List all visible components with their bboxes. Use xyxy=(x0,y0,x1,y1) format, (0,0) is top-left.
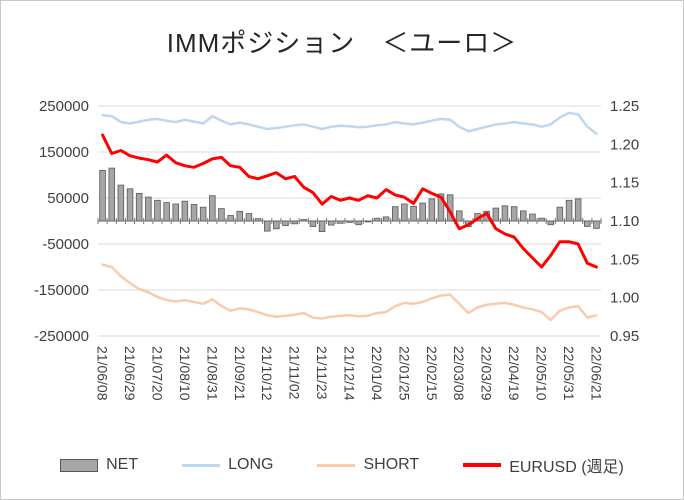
svg-text:21/10/12: 21/10/12 xyxy=(259,346,275,401)
net-bar-swatch xyxy=(60,458,99,472)
svg-text:22/01/04: 22/01/04 xyxy=(369,346,385,401)
series-net-bars xyxy=(99,167,600,233)
svg-text:21/06/08: 21/06/08 xyxy=(95,346,111,401)
svg-text:1.00: 1.00 xyxy=(610,290,639,307)
svg-text:21/06/29: 21/06/29 xyxy=(122,346,138,401)
svg-text:21/11/23: 21/11/23 xyxy=(314,346,330,400)
legend-item-long: LONG xyxy=(182,456,273,474)
svg-text:1.15: 1.15 xyxy=(610,175,639,192)
svg-text:22/01/25: 22/01/25 xyxy=(396,346,412,401)
legend-label-long: LONG xyxy=(228,456,274,473)
svg-text:250000: 250000 xyxy=(39,98,89,115)
svg-text:-50000: -50000 xyxy=(42,236,89,253)
svg-text:22/02/15: 22/02/15 xyxy=(424,346,440,401)
svg-text:1.10: 1.10 xyxy=(610,213,639,230)
svg-text:21/09/21: 21/09/21 xyxy=(232,346,248,401)
svg-text:22/05/10: 22/05/10 xyxy=(534,346,550,401)
series-eurusd-line xyxy=(101,133,598,269)
svg-text:21/08/31: 21/08/31 xyxy=(204,346,220,401)
series-long-line xyxy=(101,111,598,135)
svg-text:22/04/19: 22/04/19 xyxy=(506,346,522,401)
svg-text:1.25: 1.25 xyxy=(610,98,639,115)
svg-text:50000: 50000 xyxy=(47,190,89,207)
legend-label-net: NET xyxy=(106,456,139,473)
legend-label-eurusd: EURUSD (週足) xyxy=(509,459,624,476)
svg-text:21/08/10: 21/08/10 xyxy=(177,346,193,401)
long-line-swatch xyxy=(182,463,221,467)
svg-text:22/06/21: 22/06/21 xyxy=(588,346,604,401)
left-axis-labels: 250000 150000 50000 -50000 -150000 -250000 xyxy=(34,98,89,345)
svg-text:21/11/02: 21/11/02 xyxy=(287,346,303,400)
svg-text:21/12/14: 21/12/14 xyxy=(342,346,358,401)
legend-label-short: SHORT xyxy=(363,456,420,473)
svg-text:1.05: 1.05 xyxy=(610,251,639,268)
legend-item-short: SHORT xyxy=(317,456,419,474)
svg-text:22/03/08: 22/03/08 xyxy=(451,346,467,401)
svg-text:0.95: 0.95 xyxy=(610,328,639,345)
svg-text:21/07/20: 21/07/20 xyxy=(149,346,165,401)
svg-text:150000: 150000 xyxy=(39,144,89,161)
svg-text:1.20: 1.20 xyxy=(610,136,639,153)
svg-text:-150000: -150000 xyxy=(34,282,89,299)
legend-item-eurusd: EURUSD (週足) xyxy=(463,453,624,477)
x-axis-labels: 21/06/08 21/06/29 21/07/20 21/08/10 21/08/31… xyxy=(95,346,605,401)
short-line-swatch xyxy=(317,463,356,467)
chart-legend: NET LONG SHORT EURUSD (週足) xyxy=(1,453,683,477)
eurusd-line-swatch xyxy=(463,463,502,467)
svg-text:22/03/29: 22/03/29 xyxy=(479,346,495,401)
series-short-line xyxy=(101,263,598,322)
svg-text:22/05/31: 22/05/31 xyxy=(561,346,577,401)
right-axis-labels: 1.25 1.20 1.15 1.10 1.05 1.00 0.95 xyxy=(610,98,639,345)
svg-text:-250000: -250000 xyxy=(34,328,89,345)
chart-title: IMMポジション ＜ユーロ＞ xyxy=(166,28,518,58)
legend-item-net: NET xyxy=(60,456,138,474)
